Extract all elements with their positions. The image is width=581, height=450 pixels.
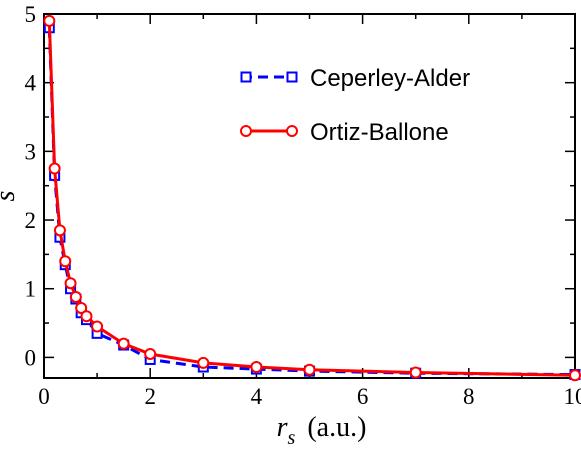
y-tick-label: 5 — [25, 2, 37, 27]
y-tick-label: 1 — [25, 277, 37, 302]
data-point-ortiz-ballone — [53, 224, 66, 237]
x-tick-label: 4 — [251, 384, 263, 409]
y-tick-label: 2 — [25, 208, 37, 233]
x-tick-label: 10 — [564, 384, 581, 409]
y-tick-label: 0 — [25, 345, 37, 370]
y-axis-title: s — [0, 190, 21, 201]
data-point-ortiz-ballone — [409, 366, 422, 379]
data-point-ortiz-ballone — [75, 301, 88, 314]
data-point-ortiz-ballone — [59, 255, 72, 268]
data-point-ortiz-ballone — [250, 361, 263, 374]
data-point-ortiz-ballone — [144, 347, 157, 360]
data-point-ortiz-ballone — [48, 162, 61, 175]
data-point-ortiz-ballone — [303, 363, 316, 376]
x-axis-title-main: r — [277, 412, 288, 443]
legend-label: Ceperley-Alder — [310, 65, 470, 92]
data-point-ortiz-ballone — [43, 14, 56, 27]
data-point-ortiz-ballone — [117, 337, 130, 350]
data-point-ortiz-ballone — [91, 320, 104, 333]
y-tick-label: 3 — [25, 139, 37, 164]
x-axis-title-subscript: s — [288, 427, 296, 449]
x-tick-label: 8 — [463, 384, 475, 409]
y-tick-label: 4 — [25, 71, 37, 96]
data-point-ortiz-ballone — [69, 290, 82, 303]
legend-marker — [286, 125, 298, 137]
x-tick-label: 6 — [357, 384, 369, 409]
data-point-ortiz-ballone — [569, 369, 581, 382]
legend-marker — [240, 71, 252, 83]
data-point-ortiz-ballone — [80, 310, 93, 323]
legend-label: Ortiz-Ballone — [310, 119, 449, 146]
legend-marker — [240, 125, 252, 137]
data-point-ortiz-ballone — [197, 356, 210, 369]
x-axis-title-unit: (a.u.) — [307, 412, 366, 443]
legend-marker — [286, 71, 298, 83]
x-axis-title: rs (a.u.) — [277, 412, 367, 449]
data-point-ortiz-ballone — [64, 277, 77, 290]
x-tick-label: 0 — [38, 384, 50, 409]
x-tick-label: 2 — [144, 384, 156, 409]
series-line-ortiz-ballone — [47, 20, 576, 377]
